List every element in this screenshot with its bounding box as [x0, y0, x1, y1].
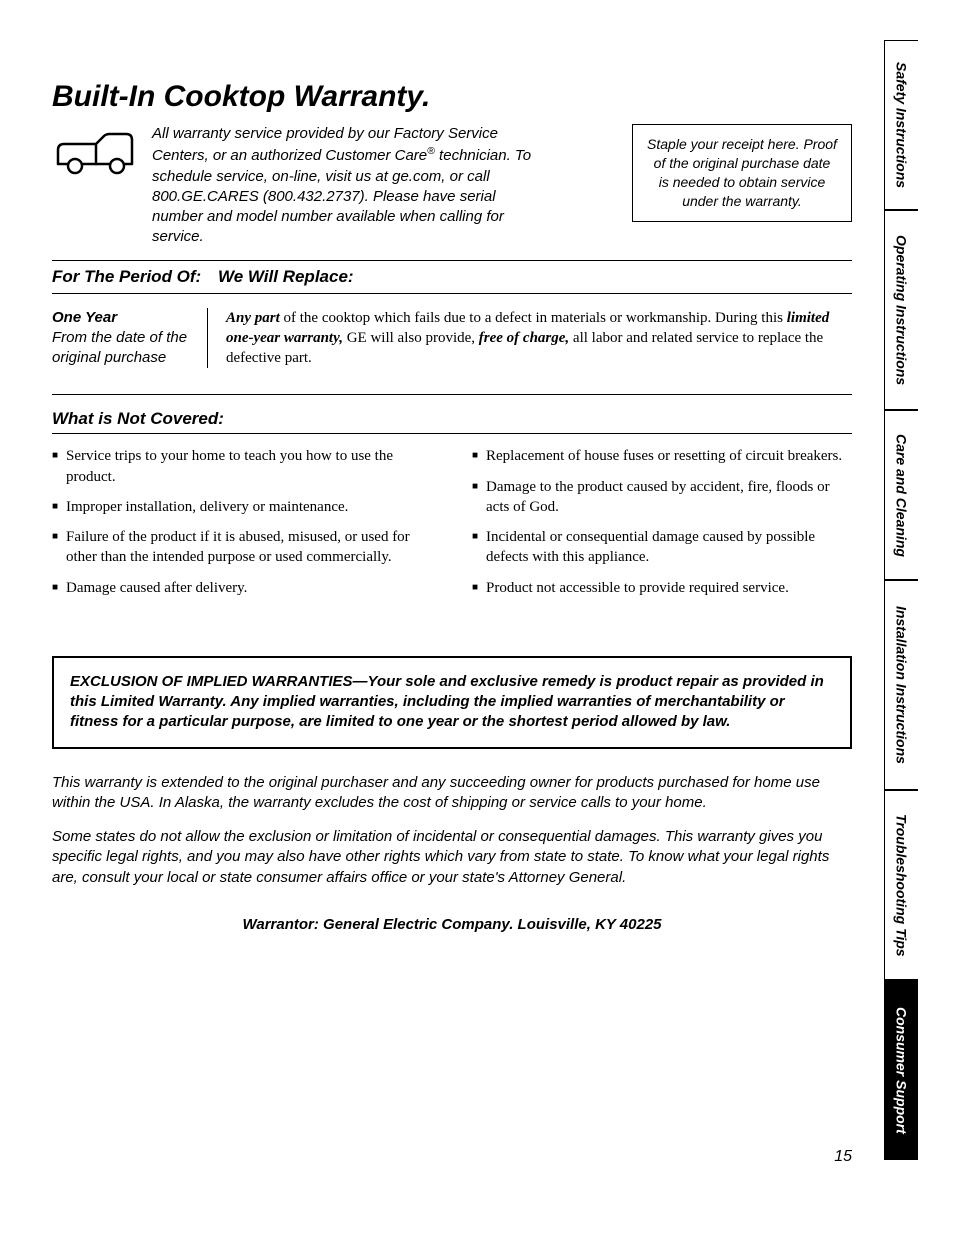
list-item: ■Replacement of house fuses or resetting… [472, 446, 852, 466]
side-tab[interactable]: Operating Instructions [884, 210, 918, 410]
registered-mark: ® [427, 145, 435, 157]
list-item: ■Service trips to your home to teach you… [52, 446, 432, 487]
list-item: ■Failure of the product if it is abused,… [52, 527, 432, 568]
bullet-icon: ■ [52, 578, 66, 598]
exclusion-box: EXCLUSION OF IMPLIED WARRANTIES—Your sol… [52, 656, 852, 749]
side-tab[interactable]: Safety Instructions [884, 40, 918, 210]
side-tab[interactable]: Care and Cleaning [884, 410, 918, 580]
warranty-table-row: One Year From the date of the original p… [52, 294, 852, 396]
bullet-icon: ■ [472, 477, 486, 518]
list-text: Damage to the product caused by accident… [486, 477, 852, 518]
not-covered-right: ■Replacement of house fuses or resetting… [472, 446, 852, 608]
header-period: For The Period Of: [52, 267, 218, 287]
page-number: 15 [834, 1148, 852, 1166]
list-item: ■Damage to the product caused by acciden… [472, 477, 852, 518]
list-text: Failure of the product if it is abused, … [66, 527, 432, 568]
header-replace: We Will Replace: [218, 267, 852, 287]
legal-p1: This warranty is extended to the origina… [52, 773, 852, 814]
warranty-page: Built-In Cooktop Warranty. All warranty … [52, 40, 852, 1190]
period-cell: One Year From the date of the original p… [52, 308, 208, 369]
bullet-icon: ■ [52, 446, 66, 487]
list-item: ■Incidental or consequential damage caus… [472, 527, 852, 568]
legal-text: This warranty is extended to the origina… [52, 773, 852, 888]
replace-b1: Any part [226, 310, 280, 326]
page-title: Built-In Cooktop Warranty. [52, 80, 852, 114]
period-strong: One Year [52, 308, 197, 328]
bullet-icon: ■ [52, 497, 66, 517]
list-text: Improper installation, delivery or maint… [66, 497, 432, 517]
intro-row: All warranty service provided by our Fac… [52, 124, 852, 261]
list-item: ■Improper installation, delivery or main… [52, 497, 432, 517]
legal-p2: Some states do not allow the exclusion o… [52, 827, 852, 888]
replace-cell: Any part of the cooktop which fails due … [208, 308, 852, 369]
warranty-table-header: For The Period Of: We Will Replace: [52, 261, 852, 294]
list-text: Replacement of house fuses or resetting … [486, 446, 852, 466]
bullet-icon: ■ [472, 527, 486, 568]
list-text: Product not accessible to provide requir… [486, 578, 852, 598]
not-covered-columns: ■Service trips to your home to teach you… [52, 434, 852, 608]
receipt-staple-box: Staple your receipt here. Proof of the o… [632, 124, 852, 222]
list-text: Incidental or consequential damage cause… [486, 527, 852, 568]
list-item: ■Product not accessible to provide requi… [472, 578, 852, 598]
warrantor-line: Warrantor: General Electric Company. Lou… [52, 916, 852, 933]
not-covered-left: ■Service trips to your home to teach you… [52, 446, 432, 608]
list-text: Damage caused after delivery. [66, 578, 432, 598]
list-text: Service trips to your home to teach you … [66, 446, 432, 487]
replace-t2: GE will also provide, [343, 330, 479, 346]
period-rest: From the date of the original purchase [52, 328, 197, 369]
not-covered-header: What is Not Covered: [52, 399, 852, 434]
side-tab[interactable]: Consumer Support [884, 980, 918, 1160]
list-item: ■Damage caused after delivery. [52, 578, 432, 598]
side-tab[interactable]: Troubleshooting Tips [884, 790, 918, 980]
side-tab[interactable]: Installation Instructions [884, 580, 918, 790]
intro-text: All warranty service provided by our Fac… [152, 124, 532, 248]
bullet-icon: ■ [472, 446, 486, 466]
replace-bi2: free of charge, [479, 330, 569, 346]
replace-t1: of the cooktop which fails due to a defe… [280, 310, 787, 326]
bullet-icon: ■ [472, 578, 486, 598]
side-tabs: Safety InstructionsOperating Instruction… [884, 40, 918, 1190]
service-truck-icon [52, 124, 138, 185]
bullet-icon: ■ [52, 527, 66, 568]
